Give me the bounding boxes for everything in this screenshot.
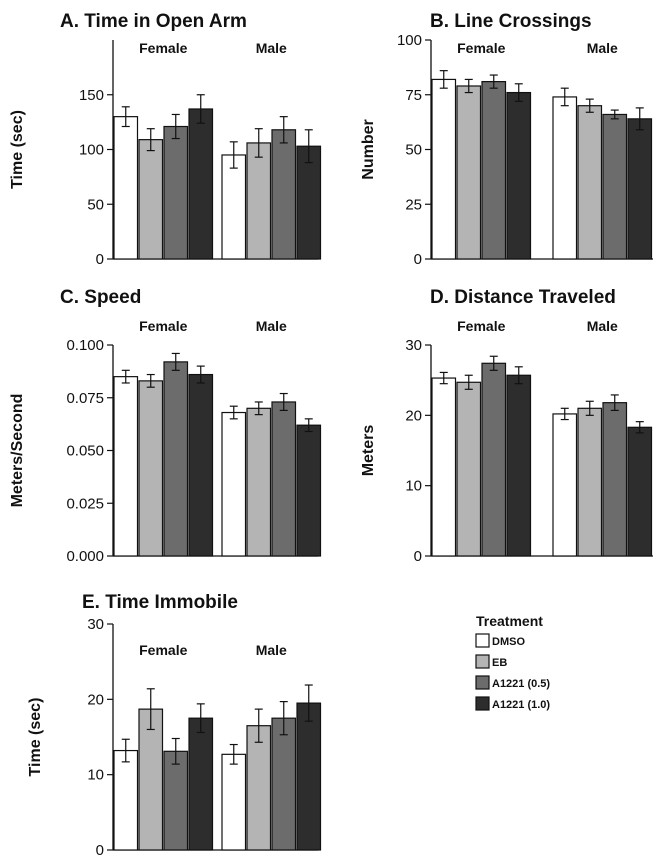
bar [113,116,139,260]
y-axis-label: Number [360,119,377,179]
y-tick-label: 75 [405,87,422,104]
bar [271,401,297,557]
group-label: Male [256,318,287,334]
group-label: Male [256,40,287,56]
bar [271,129,297,260]
y-tick-label: 0.050 [66,443,104,460]
bar [577,105,603,260]
y-tick-label: 100 [397,32,422,49]
y-tick-label: 20 [405,407,422,424]
y-tick-label: 0 [96,842,104,855]
y-tick-label: 0 [96,251,104,268]
bar [552,96,578,260]
bar [138,139,164,260]
y-tick-label: 100 [79,142,104,159]
bar [481,362,507,557]
bar [221,411,247,557]
bar [271,717,297,851]
y-tick-label: 0 [414,548,422,565]
y-tick-label: 20 [87,691,104,708]
y-axis-label: Meters/Second [9,394,26,508]
group-label: Male [256,642,287,658]
y-tick-label: 30 [87,616,104,633]
bar [163,361,189,557]
bar [431,78,457,260]
legend-swatch [475,675,490,690]
bar [221,753,247,851]
y-tick-label: 0.025 [66,495,104,512]
y-tick-label: 10 [87,767,104,784]
bar [456,85,482,260]
y-tick-label: 50 [405,142,422,159]
panel-title: E. Time Immobile [82,592,238,613]
bar [246,407,272,557]
y-tick-label: 0.000 [66,548,104,565]
panel-title: D. Distance Traveled [430,287,616,308]
legend-item-label: DMSO [492,636,525,648]
y-tick-label: 0.075 [66,390,104,407]
panel-title: A. Time in Open Arm [60,11,247,32]
y-axis-label: Time (sec) [9,110,26,189]
bar [577,407,603,557]
bar [506,91,532,260]
bar [627,426,653,557]
group-label: Female [139,40,187,56]
bar [246,142,272,260]
bar [627,118,653,260]
y-tick-label: 50 [87,196,104,213]
legend-swatch [475,633,490,648]
bar [188,717,214,851]
bar [456,381,482,557]
bar [431,377,457,557]
legend-item-label: A1221 (0.5) [492,678,550,690]
bar [188,108,214,260]
group-label: Female [139,642,187,658]
legend-item-label: A1221 (1.0) [492,699,550,711]
bar [138,708,164,851]
legend-item-label: EB [492,657,507,669]
panel-title: B. Line Crossings [430,11,592,32]
y-tick-label: 0.100 [66,337,104,354]
y-tick-label: 10 [405,478,422,495]
legend-swatch [475,696,490,711]
bar [296,424,322,557]
legend-swatch [475,654,490,669]
group-label: Female [457,318,505,334]
panel-3: C. Speed Meters/Second 0.000 0.025 0.050 0.07… [9,287,322,565]
bar [602,402,628,557]
y-tick-label: 25 [405,196,422,213]
bar [506,374,532,557]
y-axis-label: Meters [360,425,377,477]
bar [113,749,139,851]
bar [188,373,214,557]
bar [602,113,628,260]
panel-1: A. Time in Open Arm Time (sec) 0 50 100 150 Fe… [9,11,322,268]
y-tick-label: 0 [414,251,422,268]
bar [552,413,578,557]
bar [221,154,247,260]
group-label: Female [139,318,187,334]
panel-title: C. Speed [60,287,141,308]
group-label: Male [587,40,618,56]
group-label: Male [587,318,618,334]
bar [163,750,189,851]
group-label: Female [457,40,505,56]
panel-4: D. Distance Traveled Meters 0 10 20 30 Female M… [360,287,653,565]
bar [113,376,139,557]
y-axis-label: Time (sec) [27,698,44,777]
panel-5: E. Time Immobile Time (sec) 0 10 20 30 Female M… [27,592,322,855]
bar [138,380,164,557]
bar [246,725,272,851]
legend: Treatment DMSO EB A1221 (0.5) A1221 (1.0) [475,613,550,711]
panel-2: B. Line Crossings Number 0 25 50 75 100 Female M… [360,11,653,268]
y-tick-label: 150 [79,87,104,104]
bar [481,81,507,260]
y-tick-label: 30 [405,337,422,354]
legend-title: Treatment [476,613,543,629]
bar [163,125,189,260]
bar [296,702,322,851]
